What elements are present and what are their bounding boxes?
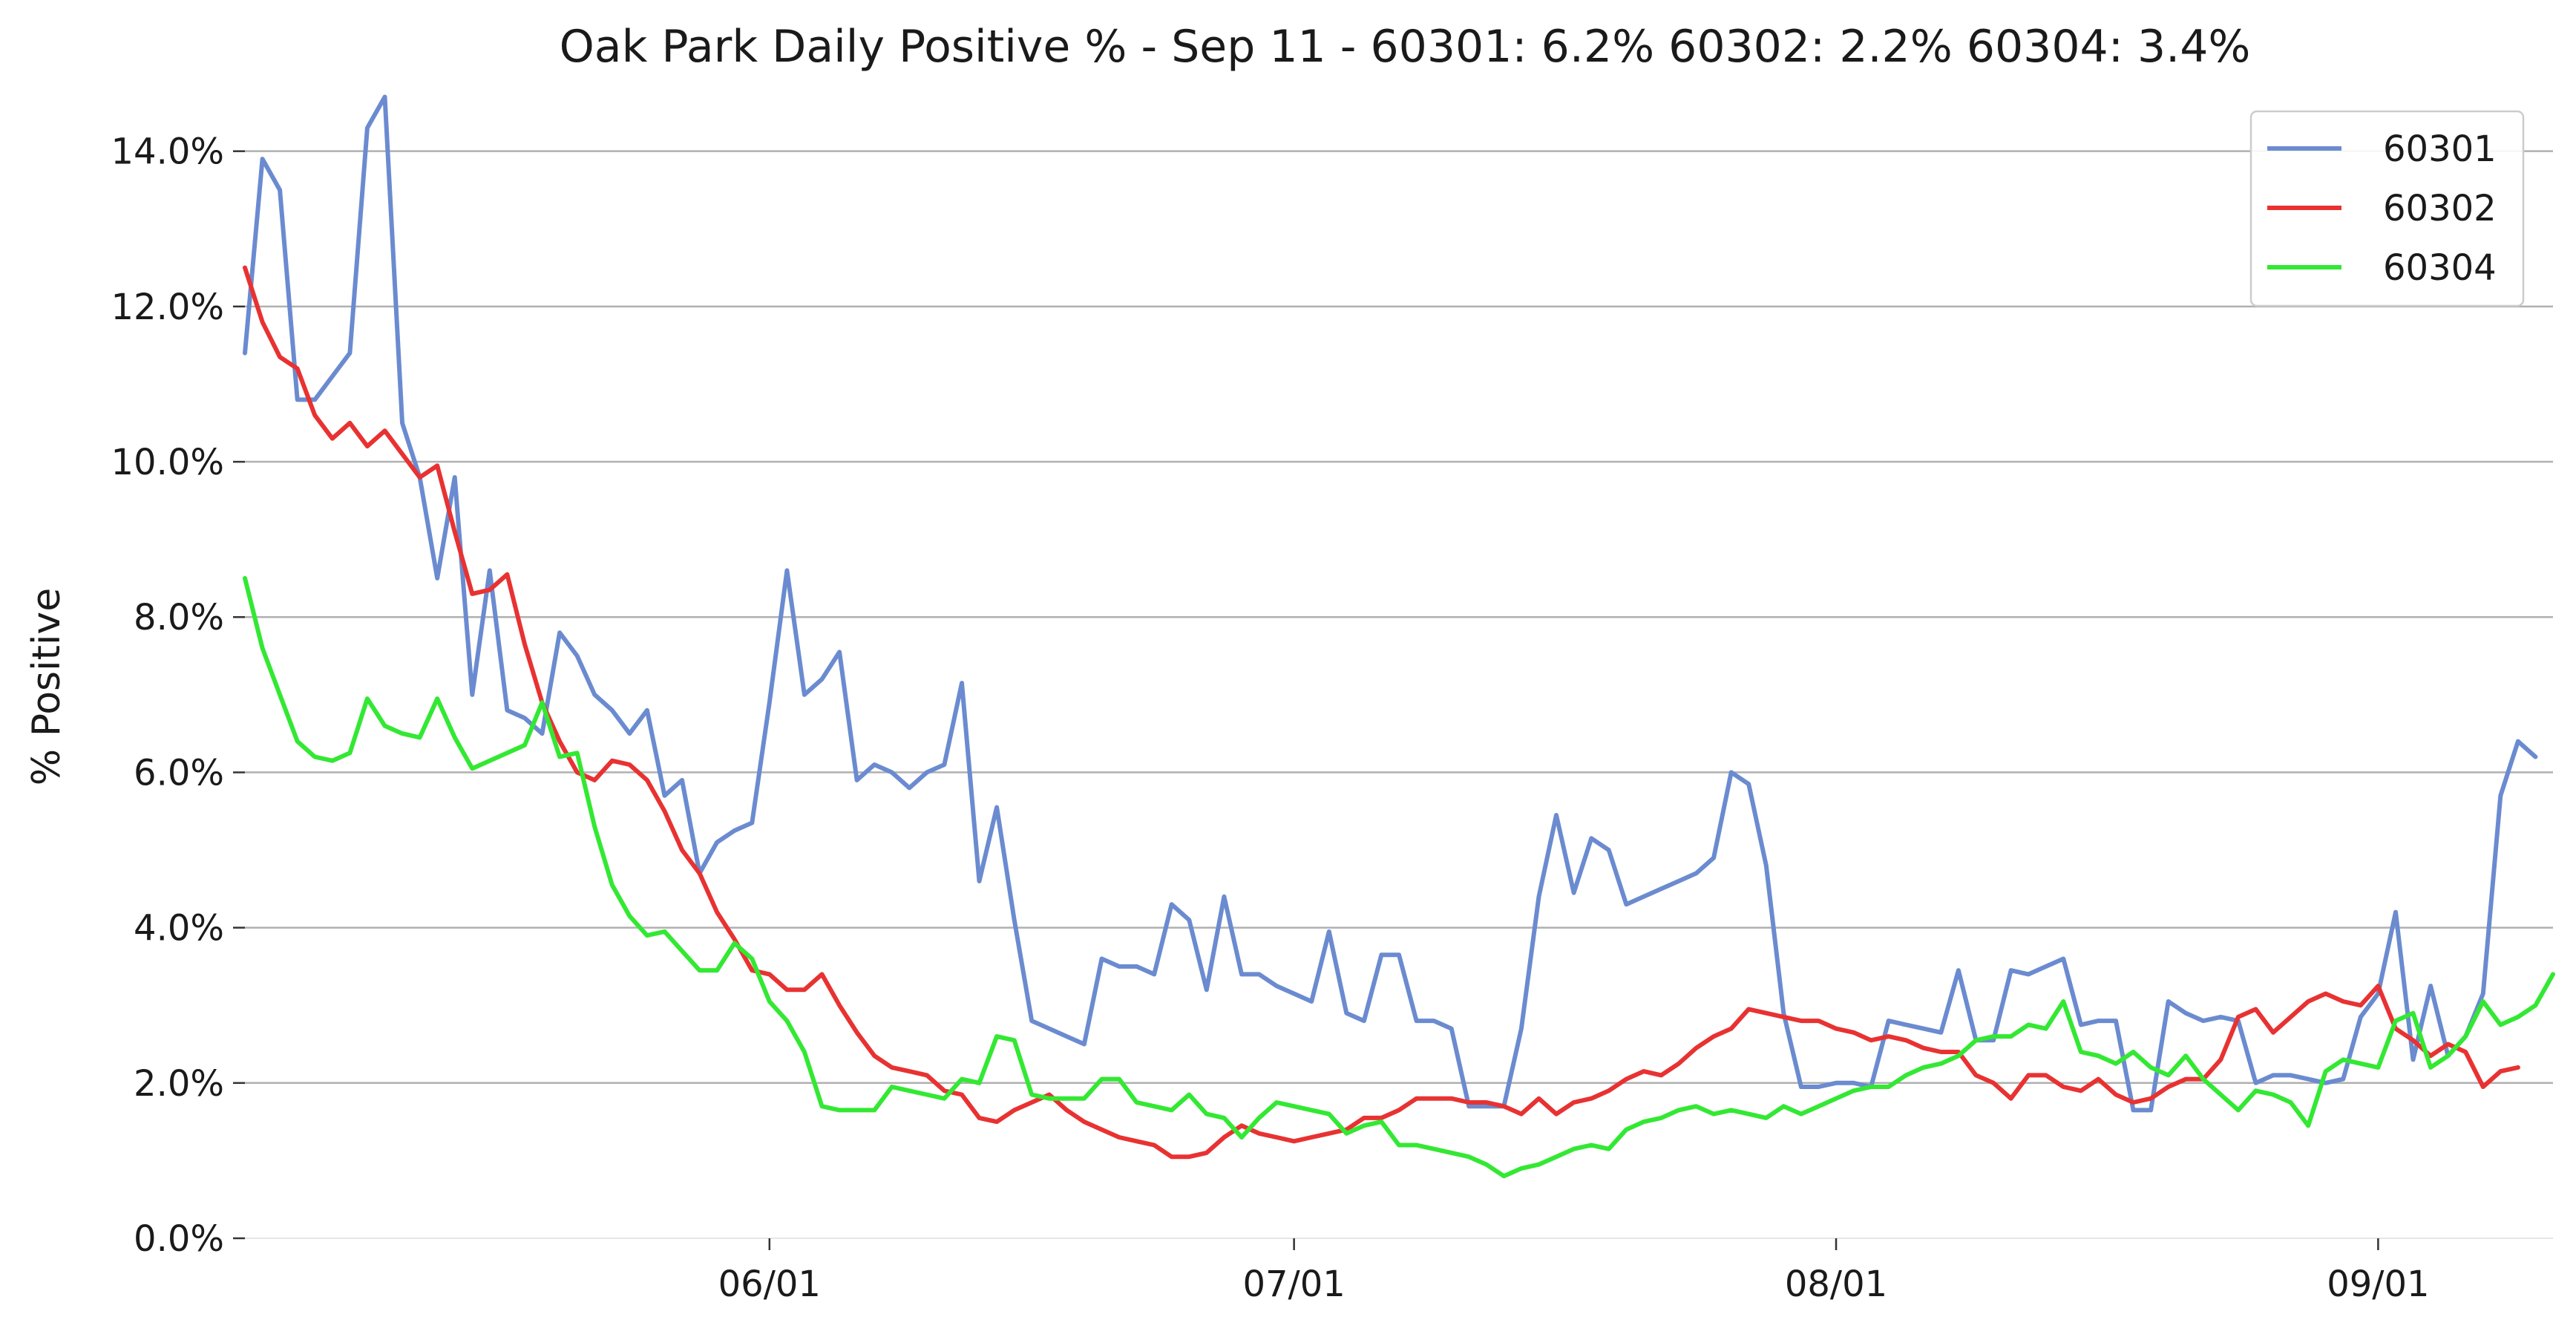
chart-title: Oak Park Daily Positive % - Sep 11 - 603… — [560, 21, 2251, 73]
y-tick-label: 2.0% — [134, 1063, 224, 1105]
axes: 0.0% 2.0% 4.0% 6.0% 8.0% 10.0% 12.0% 14.0% 06/01… — [111, 131, 2553, 1305]
x-tick-label: 06/01 — [718, 1264, 821, 1305]
y-tick-label: 12.0% — [111, 287, 224, 328]
series-line-60304 — [243, 575, 2555, 1179]
series-line-60301 — [243, 94, 2538, 1113]
y-tick-label: 14.0% — [111, 131, 224, 173]
x-tick-label: 09/01 — [2327, 1264, 2429, 1305]
y-tick-label: 6.0% — [134, 752, 224, 794]
series-lines — [243, 94, 2555, 1179]
y-axis-label: % Positive — [24, 588, 69, 785]
y-tick-label: 0.0% — [134, 1218, 224, 1260]
legend-label: 60304 — [2383, 247, 2497, 289]
y-tick-label: 10.0% — [111, 442, 224, 483]
legend-label: 60302 — [2383, 188, 2497, 229]
legend: 60301 60302 60304 — [2249, 110, 2525, 307]
series-line-60302 — [243, 265, 2520, 1160]
x-tick-label: 08/01 — [1785, 1264, 1887, 1305]
x-tick-label: 07/01 — [1242, 1264, 1345, 1305]
legend-label: 60301 — [2383, 128, 2497, 170]
y-tick-label: 4.0% — [134, 908, 224, 949]
y-tick-label: 8.0% — [134, 597, 224, 638]
gridlines — [245, 150, 2553, 1085]
legend-box — [2249, 110, 2525, 307]
